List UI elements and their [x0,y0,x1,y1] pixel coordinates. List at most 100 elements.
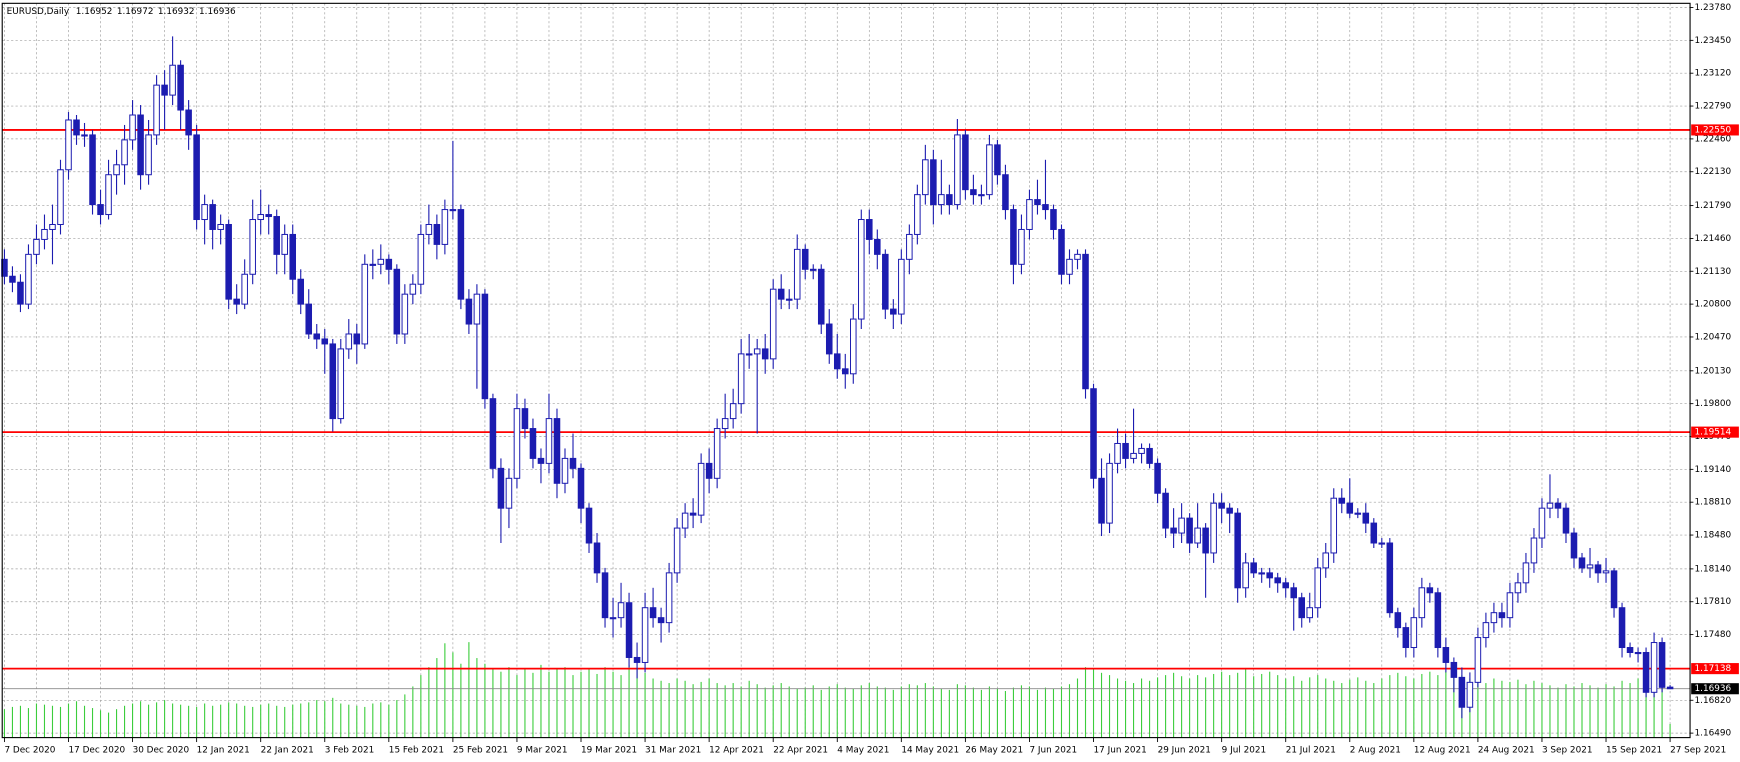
candle-body [1370,522,1378,544]
level-label: 1.19514 [1695,428,1732,438]
candle-body [625,602,633,658]
candle-body [1266,572,1273,579]
candle-body [1602,570,1610,574]
candle-body [537,457,545,464]
candle-body [225,223,232,300]
candle-body [1458,676,1466,708]
x-tick-label: 12 Aug 2021 [1414,745,1471,755]
candle-body [1050,209,1057,230]
candle-body [529,428,537,459]
candle-body [1138,447,1145,454]
candle-body [1226,507,1233,514]
candle-body [1450,661,1458,678]
symbol: EURUSD,Daily [7,7,69,17]
x-tick-label: 2 Aug 2021 [1350,745,1401,755]
candle-body [633,656,641,663]
y-tick-label: 1.19800 [1695,399,1732,409]
y-tick-label: 1.22460 [1695,134,1732,144]
candle-body [1258,572,1265,575]
y-tick-label: 1.23450 [1695,36,1732,46]
candle-body [673,527,681,574]
x-tick-label: 30 Dec 2020 [133,745,190,755]
x-tick-label: 12 Apr 2021 [709,745,764,755]
candle-body [1010,209,1017,265]
candle-body [665,572,673,624]
candle-body [169,64,176,96]
candle-body [1474,637,1482,683]
candle-body [1362,512,1370,524]
candle-body [41,228,48,240]
candle-body [986,144,993,196]
candle-body [305,303,313,335]
candle-body [209,204,216,230]
candle-body [217,223,224,230]
candle-body [1034,199,1041,206]
x-tick-label: 29 Jun 2021 [1158,745,1211,755]
candle-body [361,263,369,345]
x-tick-label: 7 Dec 2020 [4,745,55,755]
chart-title: EURUSD,Daily 1.16952 1.16972 1.16932 1.16936 [7,7,236,17]
price-label-bg [1691,683,1739,695]
candle-body [1642,651,1650,693]
y-tick-label: 1.21790 [1695,201,1732,211]
candle-body [1114,442,1121,464]
candle-body [249,219,256,275]
candle-body [1634,651,1642,655]
candle-body [882,253,889,310]
candle-body [1442,647,1450,663]
y-tick-label: 1.20470 [1695,332,1732,342]
level-label: 1.17138 [1695,664,1732,674]
candle-body [81,134,88,137]
y-tick-label: 1.18140 [1695,564,1732,574]
candle-body [1306,607,1314,619]
candle-body [425,223,433,235]
candle-body [713,428,721,479]
candle-body [858,219,865,320]
candle-body [1618,607,1626,649]
candle-body [153,84,160,136]
candle-body [817,268,825,325]
candle-body [761,348,769,360]
candle-body [17,281,24,305]
candle-body [1346,502,1354,514]
candle-body [745,353,753,356]
plot-frame [1,2,1691,739]
candle-body [481,293,489,400]
candle-body [193,134,200,221]
x-tick-label: 17 Dec 2020 [69,745,126,755]
candle-body [297,278,305,305]
candle-body [1546,502,1554,509]
candle-body [433,223,441,245]
x-tick-label: 22 Apr 2021 [773,745,828,755]
candle-body [601,572,609,619]
x-tick-label: 3 Feb 2021 [325,745,375,755]
candle-body [1098,477,1105,524]
candle-body [609,617,617,620]
candle-body [1578,557,1586,569]
candle-body [1490,612,1498,624]
x-tick-label: 25 Feb 2021 [453,745,508,755]
candle-body [257,214,264,221]
close-value: 1.16936 [199,7,236,17]
candle-body [914,194,921,235]
candle-body [962,134,969,191]
candle-body [809,268,817,271]
candle-body [922,159,929,196]
y-tick-label: 1.18810 [1695,498,1732,508]
candle-body [1066,258,1073,275]
candle-body [721,418,729,430]
candle-body [1402,627,1410,649]
candle-body [898,258,905,315]
x-tick-label: 15 Sep 2021 [1606,745,1662,755]
candle-body [793,248,801,300]
candle-body [729,403,737,420]
candle-body [97,204,104,216]
price-label: 1.16936 [1695,684,1732,694]
candle-body [1170,527,1177,534]
candle-body [1418,587,1426,619]
candle-body [105,174,112,216]
x-tick-label: 26 May 2021 [965,745,1023,755]
y-tick-label: 1.17810 [1695,597,1732,607]
candle-body [866,219,873,240]
candle-body [473,293,481,325]
